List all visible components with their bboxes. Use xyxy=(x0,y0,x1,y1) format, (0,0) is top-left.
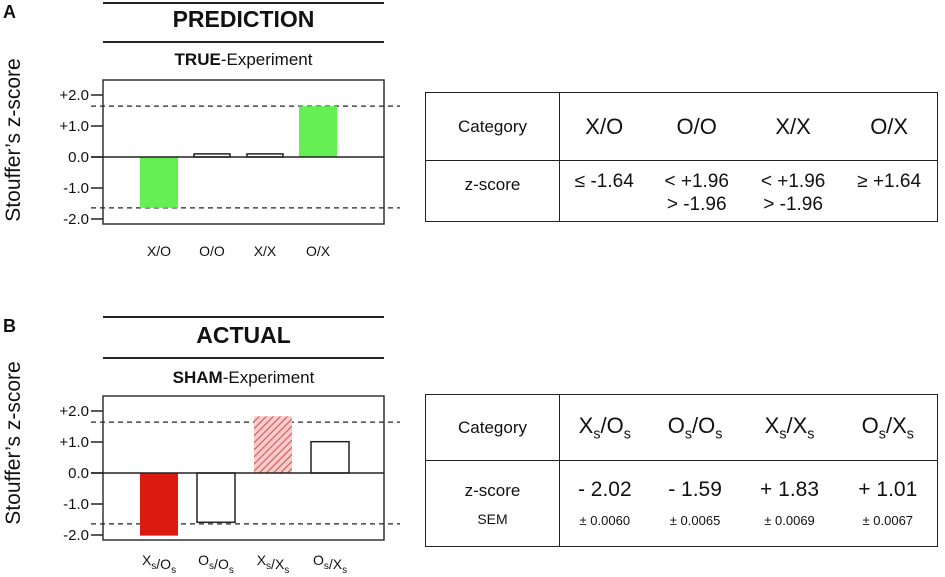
table-b-cat-3-b: X xyxy=(792,412,808,438)
table-a-cat-4: O/X xyxy=(870,113,909,139)
bar-4 xyxy=(299,106,337,157)
panel-letter-b: B xyxy=(3,316,16,336)
top-rule-b xyxy=(103,316,384,318)
bar-1 xyxy=(140,157,178,208)
x-tick-label: Os/Os xyxy=(198,552,234,576)
table-a-value-2-line2: > -1.96 xyxy=(666,193,727,215)
table-a-value-1: ≤ -1.64 xyxy=(560,161,649,222)
subheading-rest-b: -Experiment xyxy=(222,368,315,387)
mid-rule-a xyxy=(103,41,384,43)
subheading-sham-experiment: SHAM-Experiment xyxy=(103,368,384,388)
table-b-cat-2: Os/Os xyxy=(667,412,723,443)
category-table-a: Category X/O O/O X/X O/X z-score ≤ -1.64… xyxy=(425,92,938,222)
table-b-cat-1-b: O xyxy=(606,412,624,438)
table-a-cat-1: X/O xyxy=(585,113,624,139)
top-rule-a xyxy=(103,2,384,4)
table-b-cat-3-a: X xyxy=(764,412,780,438)
x-tick-label: X/O xyxy=(147,243,171,259)
bar-2 xyxy=(196,472,236,524)
subheading-bold-sham: SHAM xyxy=(172,368,223,387)
x-tick-label: Xs/Os xyxy=(142,552,176,576)
y-tick-label: +2.0 xyxy=(59,403,89,420)
table-b-cat-3: Xs/Xs xyxy=(764,412,815,443)
table-a-cat-2: O/O xyxy=(676,113,717,139)
table-b-row3-label: SEM xyxy=(425,504,560,547)
table-a-value-3-line2: > -1.96 xyxy=(763,193,823,215)
mid-rule-b xyxy=(103,357,384,359)
table-b-value-2: - 1.59 xyxy=(668,478,722,502)
table-a-value-4-line1: ≥ +1.64 xyxy=(857,171,922,192)
table-b-cat-1-a: X xyxy=(578,412,594,438)
y-tick-label: +1.0 xyxy=(59,118,89,135)
table-b-cat-2-a: O xyxy=(667,412,685,438)
table-a-value-2-line1: < +1.96 xyxy=(664,171,729,192)
table-b-cat-4-a: O xyxy=(861,412,879,438)
bar-4 xyxy=(310,440,350,474)
table-b-cat-3-sub-b: s xyxy=(807,426,815,443)
x-tick-label: Os/Xs xyxy=(313,552,347,576)
y-tick-label: -2.0 xyxy=(63,211,89,228)
x-tick-label: Xs/Xs xyxy=(257,552,290,576)
table-a-row2-label: z-score xyxy=(425,160,560,222)
table-b-cat-4-sub-b: s xyxy=(906,426,914,443)
heading-prediction: PREDICTION xyxy=(172,6,315,32)
table-b-value-4: + 1.01 xyxy=(858,478,918,502)
bar-3 xyxy=(254,416,292,473)
bar-chart-a: +2.0 +1.0 0.0 -1.0 -2.0 X/O O/O X/X O/X xyxy=(59,79,400,259)
table-a-value-4: ≥ +1.64 xyxy=(841,161,937,222)
subheading-true-experiment: TRUE-Experiment xyxy=(103,50,384,70)
table-a-value-3: < +1.96 > -1.96 xyxy=(745,161,841,222)
table-a-value-1-line1: ≤ -1.64 xyxy=(574,171,634,192)
y-tick-label: 0.0 xyxy=(68,465,89,482)
bar-1 xyxy=(140,473,178,536)
table-b-cat-3-sub-a: s xyxy=(779,426,787,443)
table-b-cat-1-sub-a: s xyxy=(593,426,601,443)
table-b-cat-1: Xs/Os xyxy=(578,412,631,443)
table-b-sem-3: ± 0.0069 xyxy=(764,512,815,528)
y-tick-label: +2.0 xyxy=(59,87,89,104)
table-b-cat-2-sub-b: s xyxy=(715,426,723,443)
y-tick-label: +1.0 xyxy=(59,434,89,451)
table-b-row1-label: Category xyxy=(425,394,560,461)
y-tick-label: -1.0 xyxy=(63,496,89,513)
table-b-cat-1-sub-b: s xyxy=(623,426,631,443)
table-a-row1-label: Category xyxy=(425,92,560,161)
bar-chart-b: +2.0 +1.0 0.0 -1.0 -2.0 Xs/Os Os/Os Xs/Xs Os/Xs xyxy=(59,395,400,576)
table-b-cat-2-b: O xyxy=(698,412,716,438)
table-b-sem-2: ± 0.0065 xyxy=(669,512,721,528)
table-b-cat-2-sub-a: s xyxy=(684,426,692,443)
table-b-sem-4: ± 0.0067 xyxy=(862,512,914,528)
y-tick-label: 0.0 xyxy=(68,149,89,166)
heading-actual: ACTUAL xyxy=(196,322,291,348)
table-b-value-3: + 1.83 xyxy=(760,478,820,502)
x-tick-label: O/O xyxy=(199,243,225,259)
y-tick-label: -2.0 xyxy=(63,527,89,544)
y-tick-label: -1.0 xyxy=(63,180,89,197)
subheading-rest-a: -Experiment xyxy=(220,50,313,69)
table-b-cat-4: Os/Xs xyxy=(861,412,914,443)
table-a-value-3-line1: < +1.96 xyxy=(760,171,826,192)
table-b-cat-4-b: X xyxy=(892,412,907,438)
category-table-b: Category Xs/Os Os/Os Xs/Xs Os/Xs z-score… xyxy=(425,394,938,547)
table-a-value-2: < +1.96 > -1.96 xyxy=(649,161,745,222)
table-a-cat-3: X/X xyxy=(775,113,811,139)
subheading-bold-true: TRUE xyxy=(174,50,221,69)
table-b-cat-4-sub-a: s xyxy=(878,426,886,443)
x-tick-label: O/X xyxy=(306,243,331,259)
table-b-value-1: - 2.02 xyxy=(577,478,632,502)
table-b-sem-1: ± 0.0060 xyxy=(579,512,631,528)
table-b-row2-label: z-score xyxy=(425,460,560,505)
panel-letter-a: A xyxy=(3,2,16,22)
x-tick-label: X/X xyxy=(254,243,277,259)
